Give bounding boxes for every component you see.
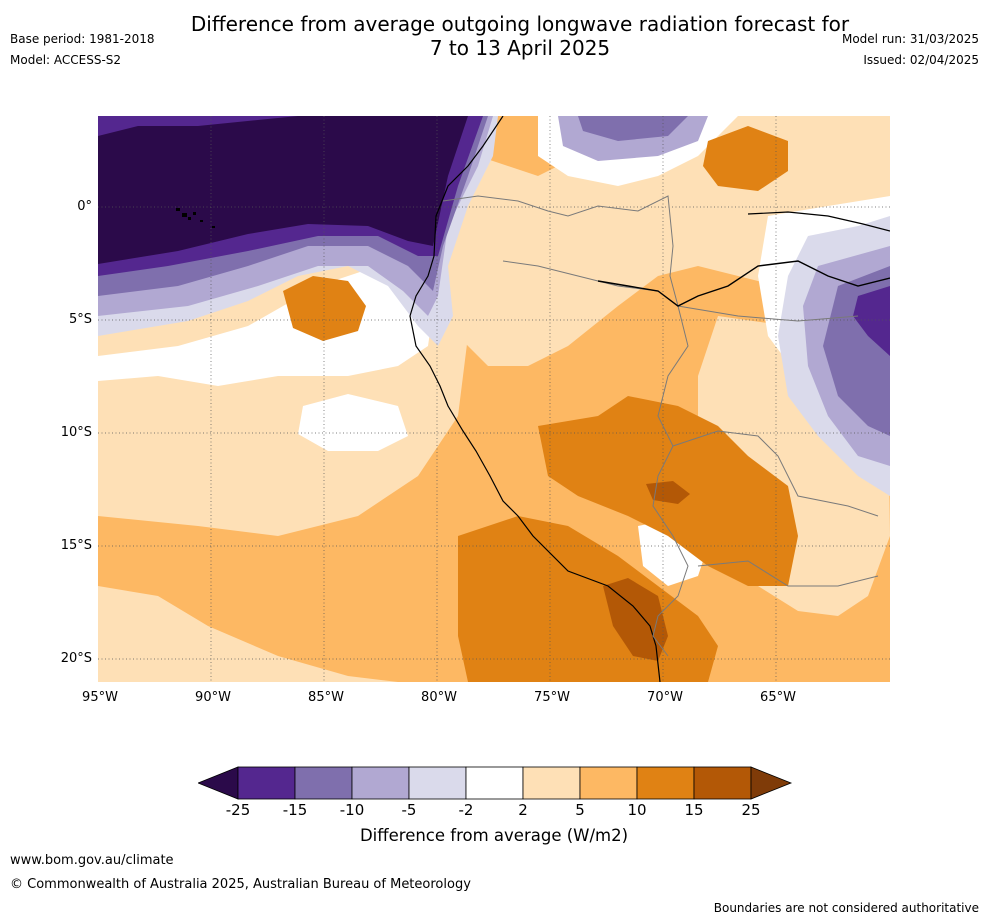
lon-label-90w: 90°W	[195, 690, 231, 705]
colorbar-tick: -5	[401, 801, 417, 819]
colorbar-bin	[636, 766, 695, 800]
issued-date: Issued: 02/04/2025	[863, 53, 979, 67]
coastline	[409, 116, 661, 682]
anomaly-region-purple-extreme-west	[98, 116, 468, 264]
colorbar-tick: 15	[684, 801, 704, 819]
colorbar-bin	[408, 766, 467, 800]
colorbar-title: Difference from average (W/m2)	[359, 826, 629, 845]
forecast-map	[98, 116, 890, 682]
colorbar-bin	[351, 766, 410, 800]
title-line-2: 7 to 13 April 2025	[429, 36, 611, 60]
colorbar-tick: 2	[518, 801, 528, 819]
northern-river	[747, 211, 890, 232]
colorbar-bin	[465, 766, 524, 800]
colorbar-tick: -15	[282, 801, 308, 819]
anomaly-region-light-orange-southwest	[98, 586, 398, 682]
model-name: Model: ACCESS-S2	[10, 53, 122, 67]
colorbar-tick: -2	[458, 801, 474, 819]
amazon-river	[597, 260, 890, 307]
colorbar-tick: 25	[741, 801, 761, 819]
base-period: Base period: 1981-2018	[10, 32, 155, 46]
anomaly-region-deep-orange-central	[646, 481, 690, 504]
lat-label-5s: 5°S	[68, 312, 92, 327]
lat-label-20s: 20°S	[60, 651, 92, 666]
lon-label-85w: 85°W	[308, 690, 344, 705]
anomaly-region-deep-orange-core	[603, 578, 668, 661]
chart-title: Difference from average outgoing longwav…	[0, 12, 988, 60]
title-line-1: Difference from average outgoing longwav…	[190, 12, 850, 36]
anomaly-region-purple-north-core	[578, 116, 688, 141]
colorbar-tick: -25	[225, 801, 251, 819]
map-canvas	[98, 116, 890, 682]
footer-copyright: © Commonwealth of Australia 2025, Austra…	[10, 877, 471, 892]
anomaly-region-orange-pacific	[283, 276, 366, 341]
colorbar-bin	[579, 766, 638, 800]
lon-label-80w: 80°W	[421, 690, 457, 705]
anomaly-region-near-zero-center	[298, 394, 408, 451]
colorbar	[198, 766, 793, 800]
anomaly-region-orange-north	[703, 126, 788, 191]
colorbar-bin	[693, 766, 752, 800]
colorbar-tick: -10	[339, 801, 365, 819]
galapagos-islands	[176, 208, 215, 228]
colorbar-extend-low	[198, 766, 239, 800]
meta-left: Base period: 1981-2018 Model: ACCESS-S2	[10, 32, 155, 74]
lat-label-15s: 15°S	[60, 538, 92, 553]
footer-disclaimer: Boundaries are not considered authoritat…	[713, 901, 979, 915]
lon-label-70w: 70°W	[647, 690, 683, 705]
colorbar-extend-high	[750, 766, 793, 800]
colorbar-bin	[522, 766, 581, 800]
lat-label-0: 0°	[77, 199, 92, 214]
lon-label-95w: 95°W	[82, 690, 118, 705]
country-borders	[442, 195, 879, 657]
anomaly-region-purple-strong-east	[853, 286, 890, 356]
lat-label-10s: 10°S	[60, 425, 92, 440]
lon-label-65w: 65°W	[760, 690, 796, 705]
colorbar-tick: 10	[627, 801, 647, 819]
gridlines	[98, 116, 890, 682]
colorbar-bin	[294, 766, 353, 800]
colorbar-bin	[237, 766, 296, 800]
footer-url: www.bom.gov.au/climate	[10, 853, 174, 868]
model-run: Model run: 31/03/2025	[841, 32, 979, 46]
colorbar-tick: 5	[575, 801, 585, 819]
lon-label-75w: 75°W	[534, 690, 570, 705]
meta-right: Model run: 31/03/2025 Issued: 02/04/2025	[842, 32, 979, 74]
